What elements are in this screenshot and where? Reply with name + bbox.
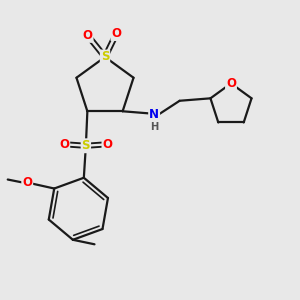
- Text: H: H: [150, 122, 158, 132]
- Text: N: N: [149, 108, 159, 121]
- Text: O: O: [22, 176, 32, 189]
- Text: S: S: [82, 139, 90, 152]
- Text: O: O: [82, 29, 93, 42]
- Text: O: O: [111, 27, 122, 40]
- Text: S: S: [101, 50, 109, 64]
- Text: O: O: [103, 138, 112, 151]
- Text: O: O: [226, 77, 236, 90]
- Text: O: O: [59, 138, 69, 151]
